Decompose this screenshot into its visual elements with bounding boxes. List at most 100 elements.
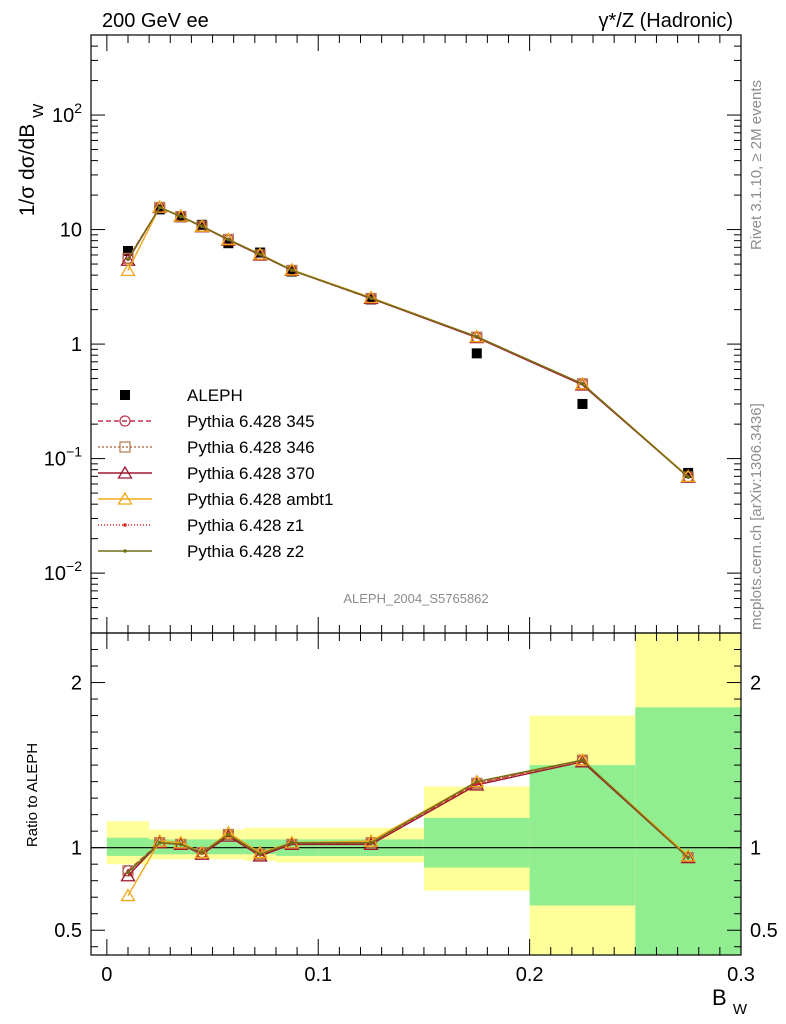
- ratio-point-p370-10: [680, 850, 696, 864]
- exponent: 2: [74, 100, 82, 116]
- ratio-xtick-label: 0: [101, 964, 112, 986]
- band-inner-10: [635, 707, 741, 955]
- main-point-ambt1-3: [194, 218, 210, 232]
- ratio-point-z2-3: [200, 850, 204, 855]
- ratio-point-z2-2: [179, 842, 183, 847]
- legend-marker-data: [120, 390, 130, 400]
- main-point-z2-3: [200, 224, 204, 228]
- ratio-ytick-label-right: 0.5: [750, 920, 778, 942]
- main-ylabel: 1/σ dσ/dB W: [16, 103, 47, 216]
- ratio-ytick-label-left: 2: [71, 673, 82, 695]
- header-left-label: 200 GeV ee: [102, 10, 209, 32]
- subscript: W: [30, 103, 47, 118]
- ratio-point-ambt1-0: [120, 888, 136, 902]
- main-line-p345: [127, 206, 689, 478]
- main-point-z2-1: [157, 205, 162, 210]
- main-line-z2: [127, 206, 689, 478]
- ratio-point-p370-7: [363, 837, 379, 851]
- main-line-z1: [127, 206, 689, 478]
- main-ytick-label: 10: [60, 220, 82, 242]
- legend-marker-p345: [119, 415, 131, 427]
- main-ytick-label: 10−2: [44, 558, 82, 585]
- ratio-point-p370-0: [120, 868, 136, 882]
- main-point-data-4: [223, 238, 234, 249]
- legend-marker-z1: [123, 523, 127, 527]
- ratio-point-z2-4: [226, 832, 231, 837]
- main-point-z2-0: [126, 257, 130, 262]
- main-point-z2-10: [686, 475, 690, 479]
- mcplots-label: mcplots.cern.ch [arXiv:1306.3436]: [748, 403, 765, 630]
- ratio-point-z2-6: [290, 840, 294, 845]
- main-point-data-0: [122, 245, 133, 256]
- legend-marker-z2: [123, 549, 127, 553]
- main-ytick-label: 1: [71, 334, 82, 356]
- main-point-data-5: [255, 247, 266, 258]
- ratio-xtick-label: 0.1: [304, 964, 332, 986]
- main-point-data-10: [683, 467, 694, 478]
- ratio-point-z2-5: [258, 852, 262, 857]
- ratio-point-z2-0: [126, 870, 130, 875]
- legend-label-p345: Pythia 6.428 345: [187, 412, 315, 431]
- band-inner-4: [212, 839, 245, 855]
- ratio-panel-series: [120, 752, 696, 902]
- ratio-point-z2-7: [369, 840, 373, 845]
- main-point-z2-5: [258, 252, 262, 257]
- main-point-z2-7: [369, 296, 373, 300]
- ratio-point-ambt1-2: [173, 835, 189, 849]
- ratio-point-ambt1-4: [220, 825, 237, 839]
- main-point-z2-4: [226, 237, 231, 242]
- main-point-ambt1-4: [220, 232, 237, 246]
- ratio-point-p370-5: [252, 848, 268, 862]
- main-point-data-8: [471, 348, 482, 359]
- main-point-data-1: [154, 204, 165, 215]
- main-point-data-9: [577, 398, 588, 409]
- ratio-point-ambt1-1: [152, 833, 168, 847]
- main-point-ambt1-10: [680, 469, 696, 482]
- exponent: −2: [66, 558, 82, 574]
- ratio-point-p370-3: [194, 846, 210, 860]
- main-line-p370: [127, 206, 689, 478]
- main-point-ambt1-9: [574, 376, 591, 390]
- subscript: W: [733, 1001, 748, 1018]
- header-right-label: γ*/Z (Hadronic): [599, 10, 733, 32]
- main-panel-series: [120, 199, 696, 483]
- ratio-xtick-label: 0.3: [727, 964, 755, 986]
- legend-label-ambt1: Pythia 6.428 ambt1: [187, 490, 333, 509]
- legend-marker-p346: [119, 441, 131, 453]
- analysis-label: ALEPH_2004_S5765862: [343, 591, 488, 606]
- main-line-p346: [127, 206, 689, 478]
- x-axis-label-text: B: [712, 985, 727, 1010]
- legend-label-p370: Pythia 6.428 370: [187, 464, 315, 483]
- legend-marker-p370: [117, 465, 133, 479]
- rivet-version-label: Rivet 3.1.10, ≥ 2M events: [748, 80, 765, 250]
- legend-label-data: ALEPH: [187, 386, 243, 405]
- ratio-frame: [90, 632, 742, 956]
- x-axis-label: B W: [712, 985, 748, 1018]
- band-inner-8: [423, 817, 530, 868]
- main-point-z2-6: [290, 268, 294, 272]
- ratio-point-ambt1-9: [574, 752, 591, 766]
- main-point-z2-2: [179, 214, 183, 219]
- ratio-uncertainty-bands: [106, 633, 741, 955]
- ratio-ytick-label-left: 1: [71, 838, 82, 860]
- legend-label-p346: Pythia 6.428 346: [187, 438, 315, 457]
- main-point-ambt1-1: [152, 199, 168, 213]
- main-point-z2-8: [474, 334, 479, 339]
- main-point-ambt1-0: [120, 263, 136, 277]
- ratio-ytick-label-right: 1: [750, 838, 761, 860]
- ratio-point-ambt1-3: [194, 845, 210, 859]
- legend: ALEPH Pythia 6.428 345 Pythia 6.428 346 Pyt…: [98, 386, 333, 561]
- legend-marker-ambt1: [117, 491, 133, 505]
- main-line-ambt1: [127, 206, 689, 477]
- main-point-z2-9: [580, 381, 585, 386]
- ratio-point-p370-1: [152, 835, 168, 849]
- ratio-point-z2-1: [157, 840, 162, 845]
- ratio-point-z2-8: [474, 779, 479, 784]
- ratio-xtick-label: 0.2: [516, 964, 544, 986]
- main-ytick-label: 102: [52, 100, 82, 127]
- main-ytick-label: 10−1: [44, 444, 82, 471]
- ratio-ytick-label-right: 2: [750, 673, 761, 695]
- ratio-point-z2-10: [686, 855, 690, 860]
- ratio-ytick-label-left: 0.5: [54, 920, 82, 942]
